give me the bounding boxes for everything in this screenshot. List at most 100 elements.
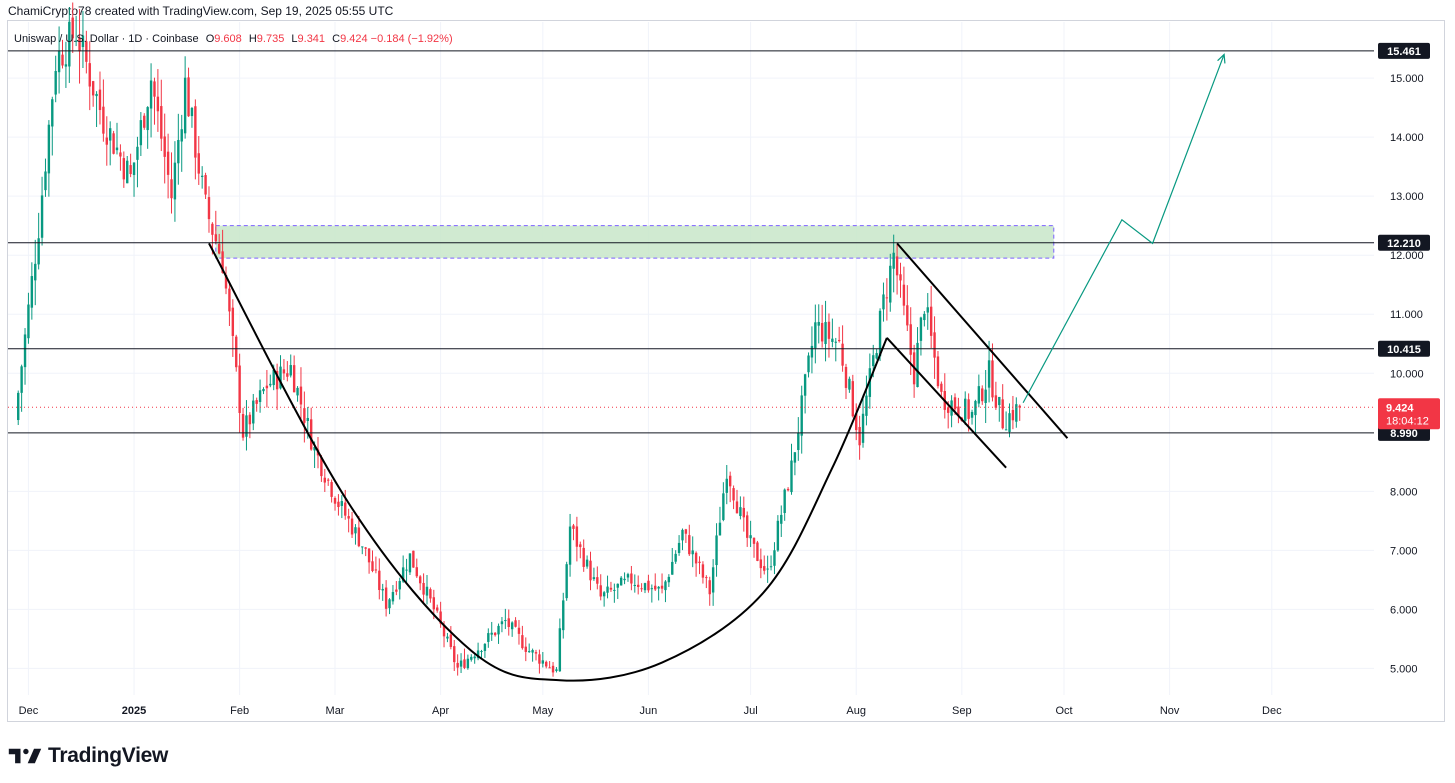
y-tick-label: 5.000: [1390, 663, 1418, 675]
y-tick-label: 15.000: [1390, 73, 1424, 85]
candle-body: [218, 243, 221, 254]
candle-body: [722, 493, 725, 520]
candle-body: [309, 419, 313, 450]
candle-body: [163, 136, 166, 157]
candle-body: [350, 518, 354, 535]
candle-body: [112, 133, 115, 154]
candle-body: [136, 146, 139, 160]
handle-lower-line: [886, 337, 1007, 469]
price-axis: 15.000 14.000 13.000 12.000 11.000 10.000 8.00…: [1390, 73, 1424, 675]
candle-body: [906, 305, 909, 326]
countdown-tag-text: 18:04:12: [1386, 415, 1429, 427]
candle-body: [623, 578, 626, 581]
candle-body: [640, 588, 643, 590]
tradingview-brand[interactable]: TradingView: [8, 744, 168, 768]
candle-body: [899, 274, 902, 281]
candle-body: [37, 238, 40, 265]
candle-body: [602, 592, 606, 597]
candle-body: [44, 171, 47, 191]
x-tick-label: Jun: [640, 705, 658, 717]
candle-body: [129, 165, 132, 175]
close-value: 9.424: [340, 33, 368, 45]
x-tick-label: Aug: [846, 705, 866, 717]
candle-body: [149, 80, 153, 109]
candle-body: [289, 365, 292, 376]
candle-body: [190, 107, 194, 117]
candle-body: [851, 381, 855, 417]
candle-body: [609, 587, 613, 590]
candle-body: [619, 577, 623, 586]
candle-body: [592, 577, 596, 580]
candle-body: [763, 566, 766, 571]
candle-body: [694, 552, 698, 564]
candle-body: [814, 322, 817, 349]
candle-body: [878, 310, 882, 357]
projection-path: [1022, 54, 1225, 404]
candle-body: [446, 636, 449, 639]
candle-body: [579, 544, 582, 548]
candle-body: [187, 77, 190, 117]
candle-body: [81, 35, 85, 48]
candle-body: [473, 656, 476, 659]
candle-body: [872, 355, 875, 367]
candle-body: [946, 407, 950, 413]
candle-body: [388, 599, 391, 609]
y-tick-label: 6.000: [1390, 604, 1418, 616]
candle-body: [844, 366, 848, 388]
candle-body: [521, 635, 524, 649]
candle-body: [718, 522, 722, 536]
candle-body: [807, 355, 810, 373]
candle-body: [984, 389, 987, 403]
candle-body: [848, 378, 851, 390]
low-label: L: [291, 33, 298, 45]
candle-body: [275, 370, 279, 390]
candle-body: [371, 561, 374, 572]
candle-body: [245, 415, 248, 437]
candle-body: [565, 564, 568, 599]
candle-body: [817, 321, 820, 326]
x-tick-label: Dec: [19, 705, 39, 717]
candle-body: [885, 297, 889, 299]
projection-arrowhead: [1217, 53, 1226, 64]
candle-body: [238, 365, 241, 413]
candle-body: [459, 660, 463, 667]
candle-body: [725, 478, 728, 493]
candle-body: [735, 501, 739, 514]
symbol-name: Uniswap / U.S. Dollar · 1D · Coinbase: [14, 33, 199, 45]
candle-body: [865, 395, 868, 416]
candle-body: [418, 576, 422, 584]
candle-body: [507, 618, 510, 627]
candle-body: [504, 620, 507, 622]
candle-body: [677, 542, 681, 553]
candle-body: [684, 529, 688, 534]
candle-body: [585, 559, 589, 567]
candle-body: [531, 650, 534, 653]
candle-body: [773, 550, 776, 566]
candle-body: [936, 356, 940, 387]
x-tick-label: Apr: [432, 705, 449, 717]
candle-body: [562, 600, 565, 631]
candle-body: [313, 446, 316, 451]
candle-body: [752, 537, 756, 544]
candle-body: [582, 547, 585, 567]
candle-body: [64, 64, 68, 67]
pattern-drawings: [208, 53, 1226, 682]
candle-body: [490, 632, 493, 635]
x-tick-label: Sep: [952, 705, 972, 717]
candle-body: [803, 374, 807, 396]
y-tick-label: 10.000: [1390, 368, 1424, 380]
supply-zone-rect: [215, 225, 1055, 259]
candle-body: [408, 553, 412, 573]
brand-name: TradingView: [48, 744, 169, 767]
candle-body: [613, 589, 616, 591]
current-price-tag-text: 9.424: [1386, 402, 1414, 414]
candle-body: [453, 646, 456, 663]
candle-body: [354, 527, 357, 534]
candle-body: [98, 89, 102, 111]
candle-body: [626, 574, 630, 578]
candle-body: [177, 139, 180, 164]
candle-body: [657, 586, 660, 589]
candle-body: [27, 304, 30, 339]
candle-body: [783, 489, 786, 514]
